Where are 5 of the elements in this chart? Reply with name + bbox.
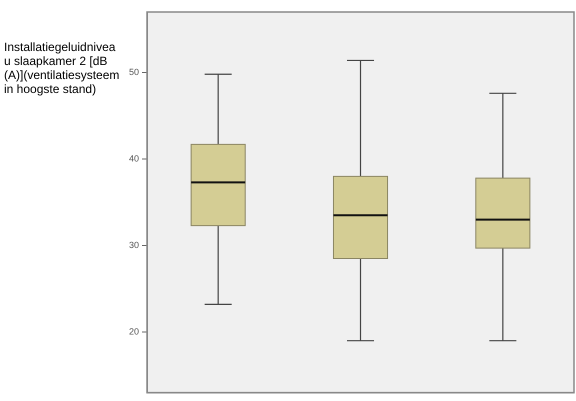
- y-tick-label: 50: [128, 67, 140, 78]
- y-axis-title: Installatiegeluidniveau slaapkamer 2 [dB(A)](ventilatiesysteem in hoogste stand): [4, 40, 120, 96]
- y-tick-label: 20: [128, 326, 140, 337]
- y-tick-label: 40: [128, 154, 140, 164]
- y-tick-label: 30: [128, 240, 140, 250]
